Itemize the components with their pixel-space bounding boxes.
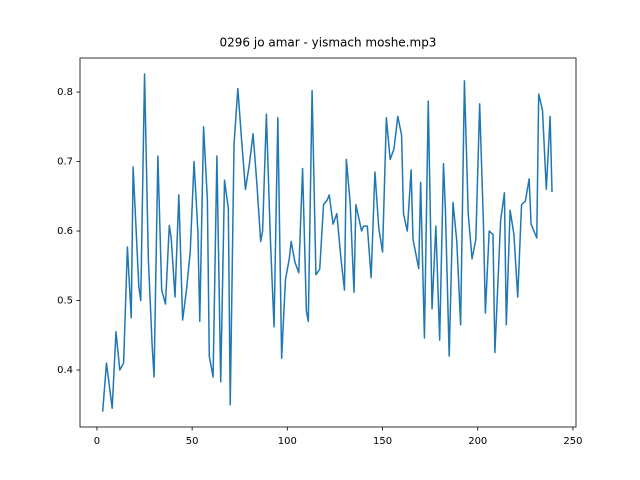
x-tick-label: 150 (373, 436, 392, 447)
x-tick-label: 0 (94, 436, 100, 447)
x-tick-label: 50 (186, 436, 199, 447)
x-tick-label: 200 (468, 436, 487, 447)
x-tick-label: 250 (563, 436, 582, 447)
y-tick-label: 0.7 (57, 157, 73, 168)
axes-frame (79, 57, 577, 428)
y-tick-label: 0.5 (57, 296, 73, 307)
chart-title: 0296 jo amar - yismach moshe.mp3 (220, 36, 437, 50)
y-tick-label: 0.6 (57, 226, 73, 237)
y-tick-label: 0.4 (57, 365, 73, 376)
x-tick-label: 100 (278, 436, 297, 447)
data-line (101, 73, 553, 412)
y-tick-label: 0.8 (57, 87, 73, 98)
